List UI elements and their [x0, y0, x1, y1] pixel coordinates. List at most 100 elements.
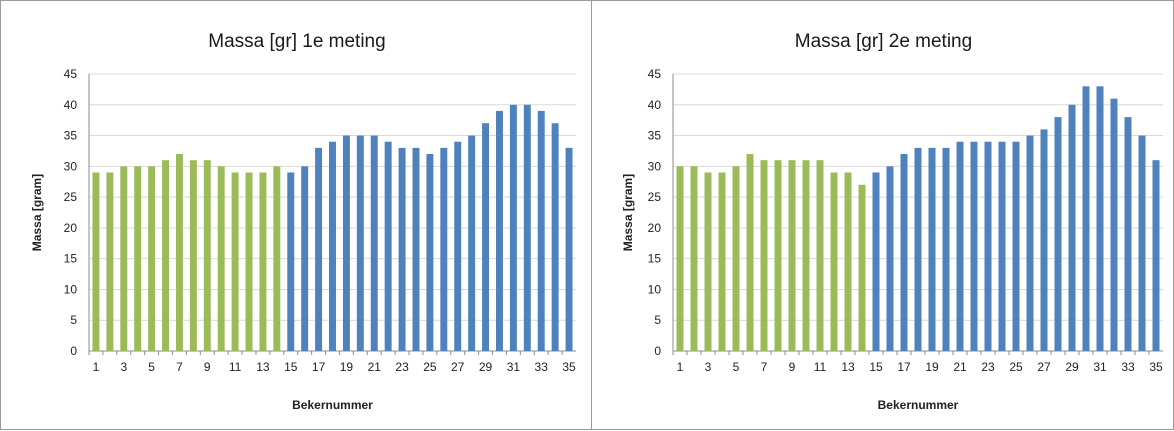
x-tick-label: 1 — [677, 360, 684, 374]
x-tick-label: 3 — [705, 360, 712, 374]
x-tick-label: 13 — [256, 360, 270, 374]
x-tick-label: 15 — [869, 360, 883, 374]
bar — [1054, 117, 1062, 351]
bar — [551, 123, 559, 351]
chart-panel-2e-meting: Massa [gr] 2e meting Bekernummer Massa [… — [591, 0, 1174, 430]
x-tick-label: 27 — [1037, 360, 1051, 374]
y-tick-label: 20 — [64, 221, 78, 235]
bar — [245, 172, 253, 351]
x-tick-label: 35 — [1149, 360, 1163, 374]
chart-title: Massa [gr] 1e meting — [208, 31, 385, 52]
x-tick-label: 19 — [925, 360, 939, 374]
bar — [1026, 135, 1034, 351]
bar — [1124, 117, 1132, 351]
bar — [746, 154, 754, 351]
bar — [384, 141, 392, 351]
y-tick-label: 35 — [648, 129, 662, 143]
x-tick-label: 21 — [953, 360, 967, 374]
y-tick-label: 45 — [648, 67, 662, 81]
bar — [970, 141, 978, 351]
y-tick-label: 0 — [654, 344, 661, 358]
bar — [1138, 135, 1146, 351]
bar — [1152, 160, 1160, 351]
x-tick-label: 11 — [229, 360, 242, 374]
x-tick-label: 17 — [897, 360, 911, 374]
bar — [301, 166, 309, 351]
y-axis-label: Massa [gram] — [621, 174, 635, 251]
x-axis-label: Bekernummer — [878, 398, 959, 412]
bar — [704, 172, 712, 351]
x-tick-label: 29 — [1065, 360, 1079, 374]
x-axis-label: Bekernummer — [292, 398, 373, 412]
bar — [914, 147, 922, 351]
bar — [537, 110, 545, 351]
bar — [1096, 86, 1104, 352]
bar — [858, 184, 866, 351]
y-tick-label: 30 — [64, 159, 78, 173]
x-tick-label: 7 — [761, 360, 768, 374]
bar — [120, 166, 128, 351]
x-tick-label: 31 — [507, 360, 521, 374]
x-tick-label: 11 — [814, 360, 827, 374]
bar — [398, 147, 406, 351]
bar — [774, 160, 782, 351]
bar — [509, 104, 517, 352]
bar — [315, 147, 323, 351]
bar — [900, 154, 908, 351]
x-tick-label: 19 — [340, 360, 354, 374]
y-tick-label: 35 — [64, 129, 78, 143]
bar — [1068, 104, 1076, 352]
bar — [482, 123, 490, 351]
x-tick-label: 5 — [148, 360, 155, 374]
bar — [329, 141, 336, 351]
bar — [732, 166, 740, 351]
bar — [816, 160, 824, 351]
x-tick-label: 13 — [841, 360, 855, 374]
x-tick-label: 23 — [395, 360, 409, 374]
x-tick-label: 29 — [479, 360, 493, 374]
bar — [189, 160, 197, 351]
bar — [844, 172, 852, 351]
x-tick-label: 9 — [204, 360, 211, 374]
bar — [426, 154, 434, 351]
bar — [718, 172, 726, 351]
x-tick-label: 27 — [451, 360, 465, 374]
bar — [412, 147, 420, 351]
bar — [273, 166, 281, 351]
bar — [886, 166, 894, 351]
y-tick-label: 15 — [64, 252, 78, 266]
x-tick-label: 3 — [120, 360, 127, 374]
bars — [92, 104, 573, 352]
bar — [203, 160, 211, 351]
y-tick-label: 40 — [648, 98, 662, 112]
bar — [148, 166, 156, 351]
bar — [942, 147, 950, 351]
bar — [788, 160, 796, 351]
x-tick-label: 25 — [423, 360, 437, 374]
chart-2e-meting: Massa [gr] 2e meting Bekernummer Massa [… — [621, 31, 1163, 412]
bar — [162, 160, 170, 351]
bar — [468, 135, 476, 351]
bar — [1012, 141, 1020, 351]
bar — [370, 135, 378, 351]
bar — [287, 172, 295, 351]
bar — [984, 141, 992, 351]
bar — [134, 166, 142, 351]
x-tick-label: 17 — [312, 360, 326, 374]
bar — [356, 135, 364, 351]
bar — [830, 172, 838, 351]
bar — [217, 166, 225, 351]
bar — [342, 135, 350, 351]
chart-title: Massa [gr] 2e meting — [795, 31, 972, 52]
y-tick-label: 45 — [64, 67, 78, 81]
x-tick-label: 31 — [1093, 360, 1107, 374]
y-tick-label: 5 — [70, 313, 77, 327]
bar — [440, 147, 448, 351]
y-tick-label: 25 — [648, 190, 662, 204]
bar — [1110, 98, 1118, 351]
y-tick-label: 40 — [64, 98, 78, 112]
x-tick-label: 7 — [176, 360, 183, 374]
bar — [231, 172, 239, 351]
bar — [760, 160, 768, 351]
x-tick-label: 33 — [535, 360, 549, 374]
